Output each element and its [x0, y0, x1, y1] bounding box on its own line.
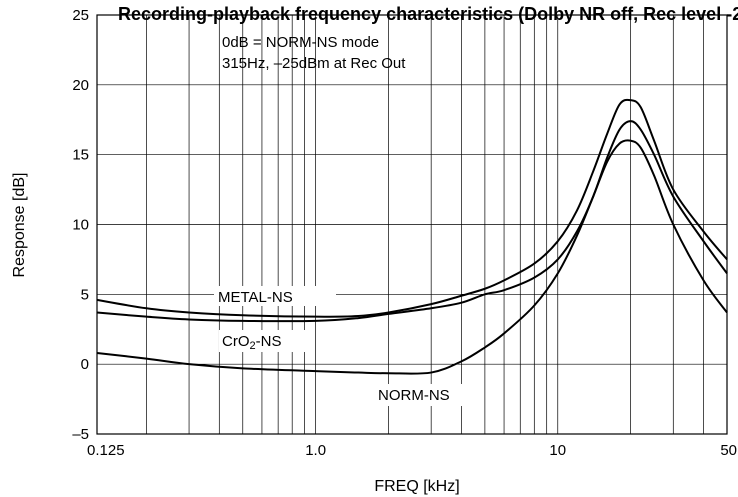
y-tick-label: 0: [81, 356, 89, 373]
svg-text:METAL-NS: METAL-NS: [218, 289, 293, 306]
svg-text:CrO2-NS: CrO2-NS: [222, 333, 281, 352]
y-tick-label: 25: [72, 7, 89, 24]
series-line-metal-ns: [96, 98, 728, 318]
x-tick-label: 0.125: [87, 442, 125, 459]
x-tick-label: 50: [720, 442, 737, 459]
y-tick-label: –5: [72, 426, 89, 443]
x-tick-label: 10: [549, 442, 566, 459]
series-line-cro2-ns: [96, 120, 728, 323]
plot-frame: [96, 14, 728, 435]
y-tick-label: 20: [72, 77, 89, 94]
y-axis-label: Response [dB]: [11, 173, 28, 278]
series-label-cro2: CrO2-NS: [219, 330, 305, 352]
x-axis-label: FREQ [kHz]: [374, 478, 459, 495]
series-label-norm: NORM-NS: [374, 384, 474, 406]
y-tick-label: 10: [72, 217, 89, 234]
annotation-line-2: 315Hz, –25dBm at Rec Out: [222, 55, 406, 72]
curves: [96, 98, 728, 375]
series-line-norm-ns: [96, 139, 728, 375]
y-tick-label: 5: [81, 286, 89, 303]
x-tick-label: 1.0: [305, 442, 326, 459]
y-tick-label: 15: [72, 147, 89, 164]
series-label-metal: METAL-NS: [214, 286, 336, 306]
grid: [97, 15, 727, 434]
chart-title: Recording-playback frequency characteris…: [118, 4, 738, 24]
svg-text:NORM-NS: NORM-NS: [378, 387, 450, 404]
annotation-line-1: 0dB = NORM-NS mode: [222, 34, 379, 51]
